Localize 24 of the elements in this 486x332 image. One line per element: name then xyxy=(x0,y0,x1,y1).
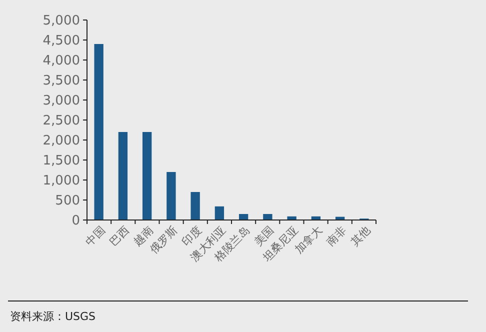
x-tick-label: 巴西 xyxy=(107,224,132,248)
bar xyxy=(94,44,104,220)
y-tick-label: 1,000 xyxy=(42,174,80,189)
x-tick-label: 其他 xyxy=(348,224,374,248)
y-tick-label: 4,000 xyxy=(42,54,80,69)
y-tick-label: 4,500 xyxy=(42,34,80,49)
y-tick-label: 3,000 xyxy=(42,94,80,109)
bar xyxy=(142,132,152,220)
bar xyxy=(263,214,272,220)
bar xyxy=(190,192,200,220)
y-tick-label: 0 xyxy=(72,214,80,229)
y-tick-label: 3,500 xyxy=(42,74,80,89)
bar xyxy=(238,214,248,220)
text: 资料来源：USGS xyxy=(10,310,96,323)
y-tick-label: 2,000 xyxy=(42,134,80,149)
bar xyxy=(214,206,224,220)
x-tick-label: 南非 xyxy=(324,224,349,248)
y-tick-label: 5,000 xyxy=(42,14,80,29)
y-tick-label: 1,500 xyxy=(42,154,80,169)
bar xyxy=(166,172,176,220)
y-tick-label: 500 xyxy=(55,194,80,209)
bar xyxy=(118,132,128,220)
y-tick-label: 2,500 xyxy=(42,114,80,129)
x-tick-label: 中国 xyxy=(82,224,108,248)
